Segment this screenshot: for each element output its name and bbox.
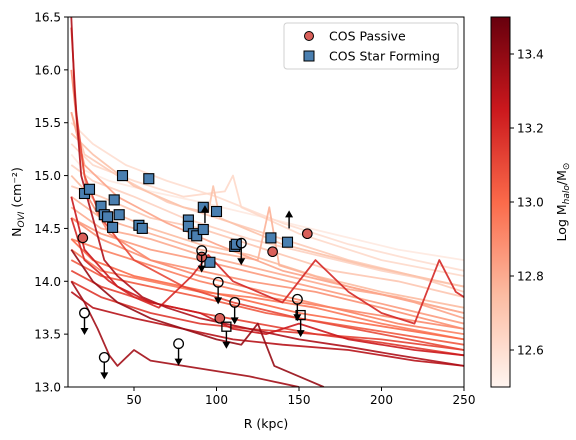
y-tick-label: 16.0 — [34, 63, 61, 77]
upper-limit-arrow — [174, 347, 183, 366]
y-tick-label: 14.5 — [34, 222, 61, 236]
passive-point — [267, 246, 278, 258]
upper-limit-circle — [212, 276, 224, 288]
starforming-point — [143, 173, 155, 185]
upper-limit-arrow — [214, 286, 223, 305]
x-tick-label: 250 — [453, 393, 476, 407]
colorbar-ticks: 12.6 12.8 13.0 13.2 13.4 — [510, 48, 544, 358]
upper-limit-circle — [98, 351, 110, 363]
upper-limit-circle — [79, 307, 90, 319]
passive-point — [301, 228, 313, 240]
lower-limit-arrow — [200, 205, 209, 224]
legend: COS Passive COS Star Forming — [283, 22, 459, 70]
sim-curve — [70, 238, 464, 341]
starforming-point — [197, 223, 209, 236]
starforming-point — [204, 256, 216, 268]
upper-limit-circle — [229, 296, 241, 308]
x-axis-label: R (kpc) — [244, 416, 288, 431]
starforming-point — [107, 221, 119, 233]
sim-curve — [70, 238, 464, 335]
starforming-point — [197, 201, 209, 213]
upper-limit-square — [295, 309, 306, 321]
y-tick-label: 13.0 — [34, 381, 61, 395]
x-tick-label: 200 — [370, 393, 393, 407]
starforming-point — [116, 170, 129, 182]
upper-limit-arrow — [230, 306, 239, 325]
upper-limit-circle — [235, 237, 247, 249]
colorbar-label-rest: /M — [554, 170, 569, 185]
sim-curve — [70, 196, 464, 357]
plot-area — [67, 16, 465, 388]
sim-curve — [70, 291, 464, 367]
y-tick-label: 13.5 — [34, 328, 61, 342]
sim-curve — [70, 280, 300, 387]
y-axis-label-rest: (cm⁻²) — [9, 167, 24, 211]
starforming-point — [191, 230, 203, 242]
x-tick-label: 100 — [205, 393, 228, 407]
sim-curve — [70, 217, 464, 325]
y-axis: 13.0 13.5 14.0 14.5 15.0 15.5 16.0 16.5 — [34, 11, 68, 395]
starforming-point — [108, 194, 120, 206]
colorbar-tick-label: 13.2 — [517, 122, 544, 136]
upper-limit-circle — [196, 245, 208, 257]
y-tick-label: 14.0 — [34, 275, 61, 289]
starforming-point — [210, 205, 223, 218]
upper-limit-circle — [173, 338, 185, 350]
upper-limit-circle — [291, 293, 303, 305]
colorbar-label-main: Log M — [554, 204, 569, 241]
colorbar-label-sub: halo — [562, 185, 572, 205]
colorbar: 12.6 12.8 13.0 13.2 13.4 Log Mhalo/M⊙ — [490, 16, 572, 388]
starforming-point — [102, 211, 114, 223]
y-axis-label: NOVI (cm⁻²) — [9, 167, 27, 237]
upper-limit-arrow — [222, 330, 231, 349]
observation-markers — [77, 170, 313, 380]
upper-limit-arrow — [80, 317, 89, 335]
passive-point — [214, 312, 226, 324]
sim-curve — [70, 217, 464, 325]
lower-limit-arrow — [285, 210, 294, 229]
y-tick-label: 15.0 — [34, 169, 61, 183]
colorbar-tick-label: 13.0 — [517, 196, 544, 210]
y-tick-label: 16.5 — [34, 11, 61, 25]
passive-point — [77, 232, 89, 244]
x-tick-label: 150 — [288, 393, 311, 407]
legend-box — [283, 22, 459, 70]
starforming-point — [83, 183, 96, 195]
sim-curve — [70, 164, 464, 288]
sim-curve — [70, 132, 464, 288]
sim-curve — [70, 249, 325, 387]
starforming-point — [113, 209, 125, 221]
upper-limit-arrow — [237, 247, 246, 266]
colorbar-tick-label: 13.4 — [517, 48, 544, 62]
sim-curve — [70, 17, 464, 367]
x-axis: 50 100 150 200 250 — [126, 387, 475, 407]
colorbar-label-sun: ⊙ — [562, 163, 572, 171]
upper-limit-square — [221, 321, 232, 332]
colorbar-tick-label: 12.8 — [517, 270, 544, 284]
starforming-point — [265, 232, 277, 244]
x-tick-label: 50 — [126, 393, 141, 407]
legend-label-starforming: COS Star Forming — [329, 49, 440, 64]
legend-label-passive: COS Passive — [329, 29, 406, 44]
colorbar-label: Log Mhalo/M⊙ — [554, 163, 572, 242]
colorbar-bar — [490, 16, 511, 388]
y-axis-label-main: N — [9, 227, 24, 236]
sim-curve — [70, 280, 464, 357]
upper-limit-arrow — [197, 254, 206, 273]
sim-curve — [70, 269, 464, 351]
plot-frame — [67, 16, 465, 388]
sim-curve — [70, 27, 464, 351]
sim-curve — [70, 122, 464, 272]
upper-limit-arrow — [296, 319, 305, 338]
y-tick-label: 15.5 — [34, 116, 61, 130]
upper-limit-arrow — [100, 361, 109, 380]
sim-curve — [70, 111, 464, 320]
legend-marker-starforming — [303, 50, 315, 62]
legend-marker-passive — [304, 31, 314, 41]
colorbar-tick-label: 12.6 — [517, 344, 544, 358]
starforming-point — [136, 222, 148, 234]
starforming-point — [281, 236, 294, 248]
y-axis-label-sub: OVI — [17, 211, 27, 227]
